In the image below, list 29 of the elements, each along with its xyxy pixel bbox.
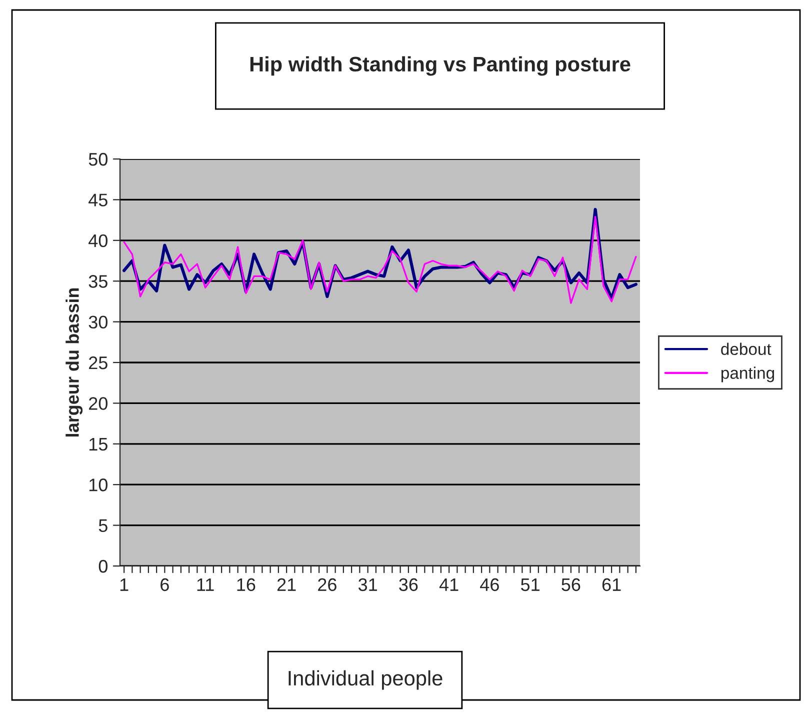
x-tick-label: 1	[120, 578, 128, 591]
x-tick-label: 56	[562, 578, 580, 592]
x-tick-label: 41	[439, 578, 458, 591]
x-tick-label: 51	[520, 578, 540, 592]
legend-label: debout	[721, 342, 772, 356]
x-tick-label: 11	[197, 578, 214, 591]
x-axis-title: Individual people	[288, 670, 442, 690]
y-tick-label: 35	[88, 275, 108, 288]
x-tick-label: 26	[318, 578, 336, 592]
x-tick-label: 16	[237, 578, 256, 592]
y-tick-label: 25	[89, 356, 108, 370]
y-tick-label: 40	[88, 234, 108, 248]
y-tick-label: 30	[88, 316, 108, 329]
y-tick-label: 10	[89, 478, 108, 492]
y-tick-label: 5	[98, 519, 108, 532]
x-tick-label: 61	[602, 578, 621, 592]
x-tick-label: 31	[358, 578, 377, 592]
y-tick-label: 15	[89, 438, 108, 451]
y-tick-label: 50	[88, 152, 108, 166]
y-tick-label: 20	[89, 397, 108, 410]
legend-label: panting	[721, 366, 774, 382]
y-tick-label: 45	[88, 194, 108, 206]
x-tick-label: 6	[160, 578, 169, 592]
y-tick-label: 0	[98, 560, 108, 573]
chart-title: Hip width Standing vs Panting posture	[250, 56, 630, 76]
x-tick-label: 46	[480, 578, 499, 592]
x-tick-label: 36	[399, 578, 418, 592]
y-axis-title: largeur du bassin	[66, 288, 83, 436]
x-tick-label: 21	[277, 578, 296, 591]
